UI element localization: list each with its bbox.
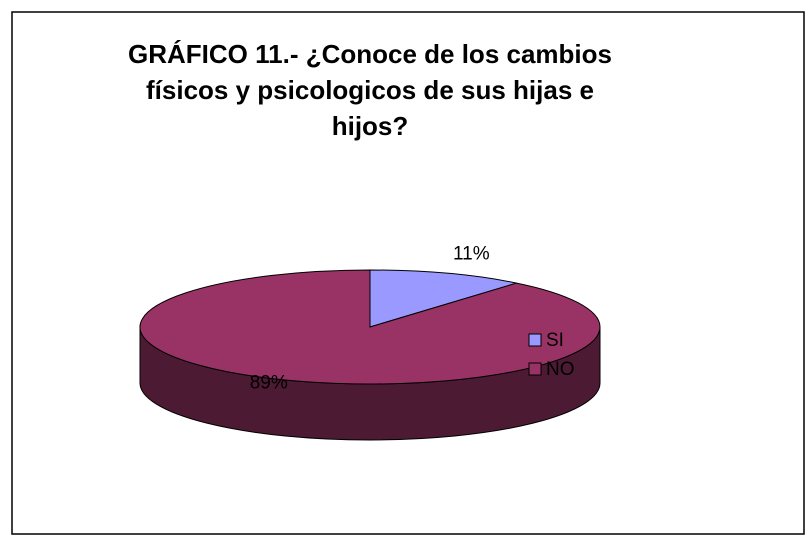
legend-label: SI	[546, 330, 564, 351]
legend-label: NO	[546, 359, 575, 380]
pie-slice	[139, 269, 601, 385]
data-label: 89%	[250, 372, 288, 393]
chart-title: GRÁFICO 11.- ¿Conoce de los cambios físi…	[128, 39, 612, 141]
legend-swatch	[528, 333, 542, 347]
legend-swatch	[528, 362, 542, 376]
pie-slice	[369, 269, 517, 328]
data-label: 11%	[453, 244, 490, 265]
